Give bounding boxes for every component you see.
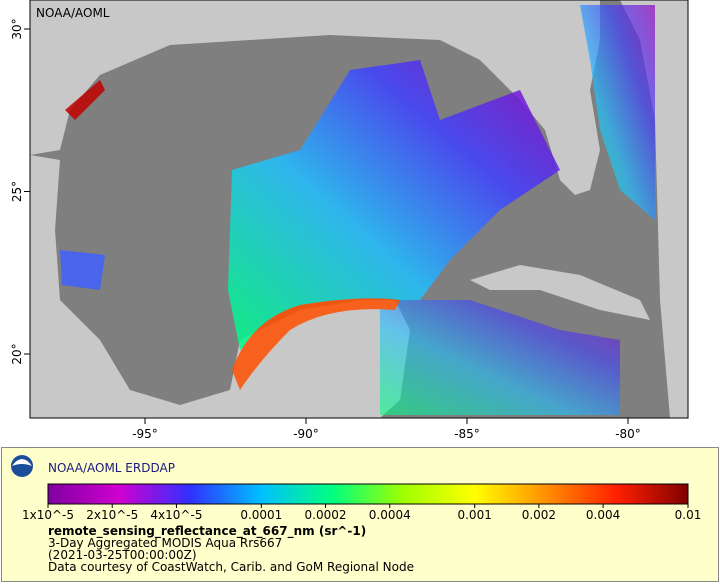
lat-tick-label: 25°	[10, 181, 24, 202]
colorbar-tick-label: 0.0004	[369, 508, 411, 522]
coastal-patch	[65, 80, 105, 120]
data-patch	[380, 300, 620, 415]
colorbar-tick-label: 4x10^-5	[150, 508, 202, 522]
colorbar	[47, 483, 689, 505]
map-frame	[29, 0, 689, 419]
map: NOAA/AOML -95° -90° -85° -80° 30° 25° 20°	[10, 0, 689, 441]
colorbar-tick-label: 0.004	[586, 508, 620, 522]
time: (2021-03-25T00:00:00Z)	[48, 548, 197, 562]
lon-tick-label: -95°	[132, 427, 158, 441]
watermark: NOAA/AOML	[36, 6, 110, 20]
colorbar-tick-label: 0.0002	[305, 508, 347, 522]
coastal-patch	[232, 298, 400, 390]
lon-tick-label: -85°	[454, 427, 480, 441]
variable-name: remote_sensing_reflectance_at_667_nm (sr…	[48, 524, 366, 539]
data-patch	[580, 5, 655, 220]
lon-tick-label: -90°	[293, 427, 319, 441]
lat-tick-label: 20°	[10, 343, 24, 364]
data-patch	[60, 250, 105, 290]
colorbar-tick-label: 1x10^-5	[22, 508, 74, 522]
reflectance-overlay	[60, 5, 655, 415]
legend-box	[1, 447, 719, 582]
legend-title: NOAA/AOML ERDDAP	[48, 461, 175, 475]
colorbar-tick-label: 2x10^-5	[86, 508, 138, 522]
axes: -95° -90° -85° -80° 30° 25° 20°	[10, 0, 689, 441]
lat-tick-label: 30°	[10, 18, 24, 39]
land	[620, 0, 688, 418]
noaa-logo-bird	[12, 459, 32, 466]
colorbar-tick-label: 0.0001	[240, 508, 282, 522]
colorbar-tick-label: 0.01	[675, 508, 702, 522]
land	[30, 155, 410, 418]
land	[30, 0, 600, 195]
land	[470, 265, 650, 320]
colorbar-tick-label: 0.002	[522, 508, 556, 522]
noaa-logo	[11, 455, 33, 477]
description: 3-Day Aggregated MODIS Aqua Rrs667	[48, 536, 282, 550]
credit: Data courtesy of CoastWatch, Carib. and …	[48, 560, 414, 574]
data-patch	[228, 60, 560, 350]
legend-panel: NOAA/AOML ERDDAP remote_sensing_reflecta…	[1, 447, 719, 582]
lon-tick-label: -80°	[615, 427, 641, 441]
colorbar-tick-label: 0.001	[457, 508, 491, 522]
